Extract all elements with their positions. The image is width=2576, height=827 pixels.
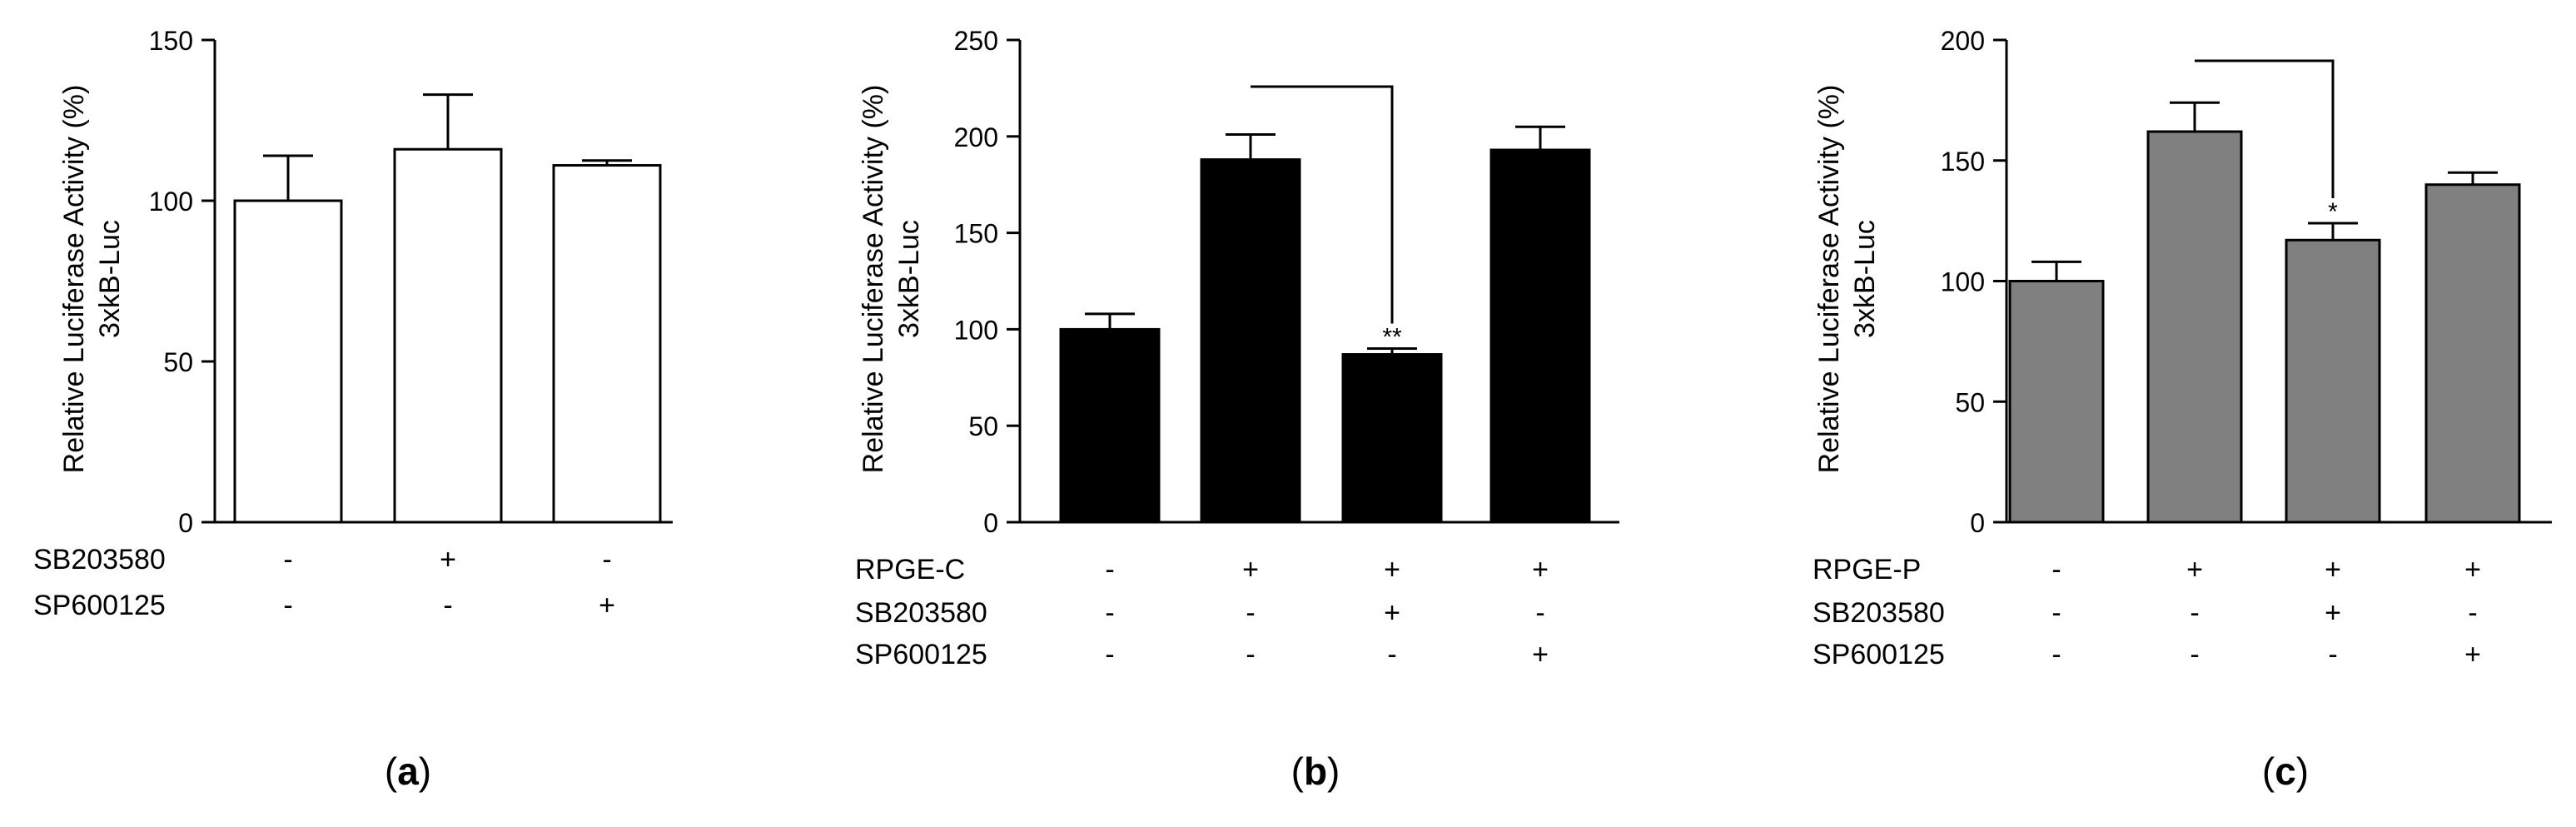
panel-c-chart: Relative Luciferase Activity (%) 3xkB-Lu… xyxy=(1813,26,2552,793)
treatment-sign: - xyxy=(443,590,452,621)
treatment-sign: + xyxy=(599,590,615,621)
treatment-sign: + xyxy=(2464,639,2481,670)
y-tick-label: 250 xyxy=(954,26,998,56)
treatment-sign: - xyxy=(1246,597,1255,629)
treatment-sign: - xyxy=(283,544,292,575)
panel-c-ylabel-sub: 3xkB-Luc xyxy=(1849,220,1881,338)
treatment-sign: - xyxy=(1105,554,1114,585)
y-tick-label: 0 xyxy=(1970,508,1985,538)
bar xyxy=(2146,130,2243,524)
y-tick-label: 150 xyxy=(954,219,998,249)
treatment-sign: + xyxy=(1384,554,1400,585)
treatment-sign: - xyxy=(602,544,611,575)
treatment-label: SB203580 xyxy=(855,597,987,629)
treatment-sign: + xyxy=(1532,554,1549,585)
treatment-sign: - xyxy=(2051,554,2061,585)
significance-label: * xyxy=(2328,198,2338,226)
treatment-label: RPGE-C xyxy=(855,554,965,585)
treatment-sign: - xyxy=(2051,639,2061,670)
treatment-label: SB203580 xyxy=(33,544,166,575)
y-tick-label: 150 xyxy=(149,26,193,56)
treatment-sign: + xyxy=(2325,554,2341,585)
significance-bracket xyxy=(2195,59,2335,199)
significance-bracket xyxy=(1251,85,1394,324)
bar xyxy=(2285,238,2381,524)
panel-a-ylabel-sub: 3xkB-Luc xyxy=(94,220,126,338)
bar xyxy=(2424,183,2521,524)
panel-c-caption-letter: c xyxy=(2275,750,2296,793)
treatment-sign: - xyxy=(1246,639,1255,670)
treatment-sign: - xyxy=(1105,597,1114,629)
panel-b-caption-letter: b xyxy=(1304,750,1327,793)
y-tick-label: 50 xyxy=(968,411,998,441)
treatment-sign: - xyxy=(283,590,292,621)
bar xyxy=(552,164,662,524)
significance-label: ** xyxy=(1382,324,1402,351)
y-tick-label: 0 xyxy=(178,508,193,538)
treatment-sign: + xyxy=(1384,597,1400,629)
y-tick-label: 50 xyxy=(1955,387,1985,417)
panel-c-ylabel: Relative Luciferase Activity (%) xyxy=(1813,85,1845,474)
panel-b-ylabel: Relative Luciferase Activity (%) xyxy=(858,85,889,474)
treatment-label: SP600125 xyxy=(855,639,987,670)
treatment-sign: + xyxy=(2325,597,2341,629)
panel-a-caption: (a) xyxy=(385,750,431,793)
treatment-sign: - xyxy=(2190,639,2199,670)
y-tick-label: 100 xyxy=(1941,267,1985,297)
treatment-sign: - xyxy=(2190,597,2199,629)
bar xyxy=(2008,280,2105,524)
treatment-sign: + xyxy=(1242,554,1259,585)
treatment-sign: + xyxy=(2464,554,2481,585)
panel-a-ylabel: Relative Luciferase Activity (%) xyxy=(58,85,90,474)
treatment-sign: - xyxy=(2051,597,2061,629)
treatment-sign: + xyxy=(2186,554,2203,585)
treatment-label: RPGE-P xyxy=(1813,554,1921,585)
treatment-sign: - xyxy=(2328,639,2337,670)
treatment-sign: + xyxy=(1532,639,1549,670)
panel-b-chart: Relative Luciferase Activity (%) 3xkB-Lu… xyxy=(855,26,1619,793)
treatment-label: SP600125 xyxy=(1813,639,1945,670)
treatment-label: SP600125 xyxy=(33,590,166,621)
y-tick-label: 100 xyxy=(954,315,998,345)
y-tick-label: 200 xyxy=(954,122,998,152)
treatment-sign: - xyxy=(1387,639,1396,670)
y-tick-label: 50 xyxy=(163,347,193,377)
panel-a-chart: Relative Luciferase Activity (%) 3xkB-Lu… xyxy=(33,26,673,793)
bar xyxy=(1341,353,1443,524)
panel-b-ylabel-sub: 3xkB-Luc xyxy=(893,220,925,338)
y-tick-label: 0 xyxy=(983,508,998,538)
treatment-label: SB203580 xyxy=(1813,597,1945,629)
treatment-sign: + xyxy=(440,544,456,575)
treatment-sign: - xyxy=(2468,597,2477,629)
bar xyxy=(233,199,343,524)
bar xyxy=(1489,148,1591,524)
treatment-sign: - xyxy=(1105,639,1114,670)
y-tick-label: 150 xyxy=(1941,147,1985,177)
y-tick-label: 100 xyxy=(149,187,193,217)
bar xyxy=(1200,158,1301,524)
panel-c-caption: (c) xyxy=(2262,750,2309,793)
panel-b-caption: (b) xyxy=(1291,750,1340,793)
treatment-sign: - xyxy=(1535,597,1544,629)
panel-a-caption-letter: a xyxy=(397,750,419,793)
y-tick-label: 200 xyxy=(1941,26,1985,56)
bar xyxy=(393,147,503,524)
bar xyxy=(1059,327,1161,524)
